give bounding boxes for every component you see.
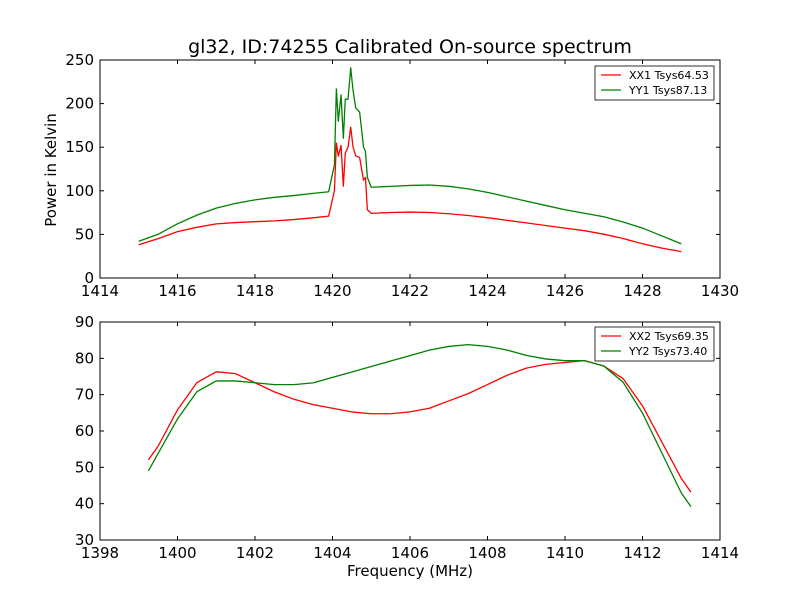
y-tick-label: 80 xyxy=(75,349,94,367)
bottom-legend: XX2 Tsys69.35 YY2 Tsys73.40 xyxy=(594,326,715,362)
x-tick-label: 1426 xyxy=(546,282,584,300)
y-tick-label: 40 xyxy=(75,495,94,513)
y-axis-label: Power in Kelvin xyxy=(42,113,60,227)
x-tick-label: 1412 xyxy=(623,544,661,562)
chart-title: gl32, ID:74255 Calibrated On-source spec… xyxy=(188,36,632,58)
x-tick-label: 1422 xyxy=(391,282,429,300)
x-tick-label: 1430 xyxy=(701,282,739,300)
top-legend-box xyxy=(594,65,715,101)
x-tick-label: 1402 xyxy=(236,544,274,562)
x-tick-label: 1418 xyxy=(236,282,274,300)
series-line-yy2 xyxy=(147,343,692,508)
y-tick-label: 50 xyxy=(75,225,94,243)
legend-xx1-label: XX1 Tsys64.53 xyxy=(629,69,709,82)
series-line-xx1 xyxy=(138,126,682,253)
legend-xx2-label: XX2 Tsys69.35 xyxy=(629,330,709,343)
y-tick-label: 100 xyxy=(65,182,94,200)
top-series-lines xyxy=(138,67,682,253)
top-panel: gl32, ID:74255 Calibrated On-source spec… xyxy=(42,36,739,300)
x-tick-label: 1424 xyxy=(468,282,506,300)
y-tick-label: 250 xyxy=(65,51,94,69)
y-tick-label: 60 xyxy=(75,422,94,440)
top-legend: XX1 Tsys64.53 YY1 Tsys87.13 xyxy=(594,65,715,101)
y-tick-label: 90 xyxy=(75,313,94,331)
y-tick-label: 70 xyxy=(75,386,94,404)
x-tick-label: 1398 xyxy=(81,544,119,562)
x-tick-label: 1408 xyxy=(468,544,506,562)
x-tick-label: 1414 xyxy=(701,544,739,562)
bottom-series-lines xyxy=(147,343,692,508)
y-tick-label: 200 xyxy=(65,95,94,113)
y-tick-label: 150 xyxy=(65,138,94,156)
x-tick-label: 1416 xyxy=(158,282,196,300)
x-tick-label: 1404 xyxy=(313,544,351,562)
x-tick-label: 1400 xyxy=(158,544,196,562)
x-tick-label: 1410 xyxy=(546,544,584,562)
bottom-axis-ticks: 1398 1400 1402 1404 1406 1408 1410 1412 1414 30 40… xyxy=(75,313,739,562)
x-tick-label: 1406 xyxy=(391,544,429,562)
y-tick-label: 50 xyxy=(75,458,94,476)
x-axis-label: Frequency (MHz) xyxy=(347,562,473,580)
series-line-yy1 xyxy=(138,67,682,245)
y-tick-label: 30 xyxy=(75,531,94,549)
bottom-legend-box xyxy=(594,326,715,362)
x-tick-label: 1414 xyxy=(81,282,119,300)
x-tick-label: 1428 xyxy=(623,282,661,300)
legend-yy2-label: YY2 Tsys73.40 xyxy=(628,345,707,358)
legend-yy1-label: YY1 Tsys87.13 xyxy=(628,84,707,97)
bottom-plot-frame xyxy=(99,321,721,541)
x-tick-label: 1420 xyxy=(313,282,351,300)
top-plot-frame xyxy=(99,59,721,279)
bottom-panel: Frequency (MHz) 1398 1400 1402 1404 1406 1408… xyxy=(75,313,739,580)
y-tick-label: 0 xyxy=(84,269,94,287)
top-axis-ticks: 1414 1416 1418 1420 1422 1424 1426 1428 1430 0 50 1… xyxy=(65,51,739,300)
